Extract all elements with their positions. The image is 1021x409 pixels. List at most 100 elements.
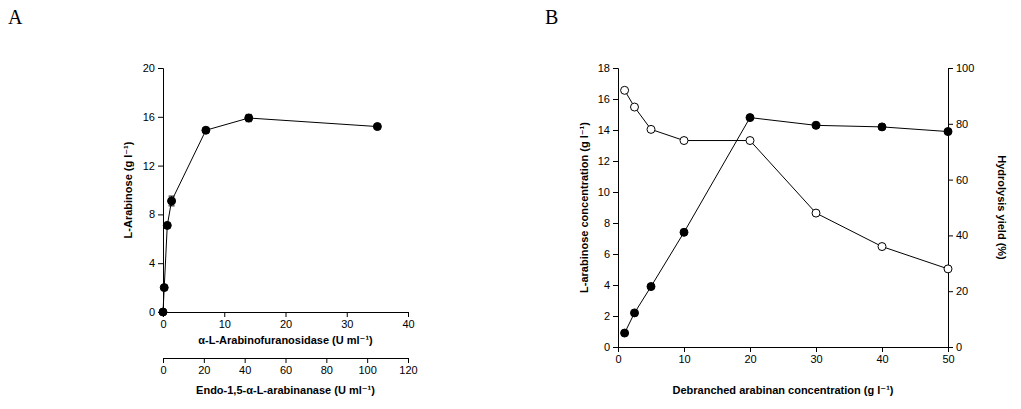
axis-title: L-arabinose concentration (g l⁻¹) xyxy=(578,122,590,293)
error-bar xyxy=(169,196,175,206)
tick: 40 xyxy=(876,347,888,365)
tick-mark xyxy=(948,291,953,292)
tick-mark xyxy=(684,347,685,352)
data-point xyxy=(373,123,381,131)
data-point xyxy=(168,197,176,205)
tick-label: 8 xyxy=(604,217,610,229)
axis-line xyxy=(949,69,954,348)
data-point xyxy=(621,86,629,94)
tick: 60 xyxy=(280,358,292,376)
tick-mark xyxy=(613,347,618,348)
tick: 4 xyxy=(149,257,163,269)
tick-label: 20 xyxy=(744,353,756,365)
tick: 18 xyxy=(598,62,618,74)
tick-label: 40 xyxy=(876,353,888,365)
data-point xyxy=(621,329,629,337)
tick: 6 xyxy=(604,248,618,260)
plot-area xyxy=(621,86,952,337)
tick: 4 xyxy=(604,279,618,291)
tick-label: 12 xyxy=(598,155,610,167)
data-point xyxy=(631,309,639,317)
tick-label: 120 xyxy=(399,364,417,376)
tick-label: 14 xyxy=(598,124,610,136)
tick: 20 xyxy=(744,347,756,365)
panel-label: A xyxy=(8,6,23,28)
tick: 30 xyxy=(341,312,353,330)
tick: 40 xyxy=(402,312,414,330)
tick: 20 xyxy=(143,62,163,74)
axis-title: Debranched arabinan concentration (g l⁻¹… xyxy=(673,384,894,396)
tick: 0 xyxy=(615,347,621,365)
tick: 40 xyxy=(948,229,968,241)
tick-mark xyxy=(613,161,618,162)
data-point xyxy=(680,228,688,236)
axis-title: Hydrolysis yield (%) xyxy=(996,155,1008,260)
tick-mark xyxy=(613,130,618,131)
axis-title: Endo-1,5-α-L-arabinanase (U ml⁻¹) xyxy=(196,384,375,396)
tick-label: 100 xyxy=(956,62,974,74)
data-point xyxy=(878,123,886,131)
tick-mark xyxy=(613,254,618,255)
tick-mark xyxy=(347,312,348,317)
axis-line xyxy=(158,69,164,313)
tick: 80 xyxy=(321,358,333,376)
tick-label: 40 xyxy=(239,364,251,376)
tick-label: 30 xyxy=(341,318,353,330)
tick-label: 60 xyxy=(280,364,292,376)
data-point xyxy=(647,283,655,291)
tick-label: 10 xyxy=(598,186,610,198)
data-point xyxy=(944,265,952,273)
tick: 10 xyxy=(678,347,690,365)
tick-mark xyxy=(613,68,618,69)
tick-mark xyxy=(948,235,953,236)
tick: 20 xyxy=(948,285,968,297)
tick: 16 xyxy=(598,93,618,105)
tick-mark xyxy=(224,312,225,317)
axis-line xyxy=(164,313,409,318)
tick: 120 xyxy=(399,358,417,376)
panel: B01020304050024681012141618020406080100H… xyxy=(545,6,1008,396)
tick-mark xyxy=(948,180,953,181)
tick-mark xyxy=(882,347,883,352)
tick: 2 xyxy=(604,310,618,322)
axis-line xyxy=(164,359,409,364)
data-point xyxy=(245,114,253,122)
data-line xyxy=(625,118,948,333)
axis: 01020304050 xyxy=(615,347,954,365)
tick-mark xyxy=(948,347,953,348)
error-bar-line xyxy=(169,196,175,197)
tick: 80 xyxy=(948,118,968,130)
tick-mark xyxy=(613,285,618,286)
axis-title: L-Arabinose (g l⁻¹) xyxy=(122,141,134,238)
tick: 8 xyxy=(604,217,618,229)
data-point xyxy=(631,103,639,111)
data-point xyxy=(746,137,754,145)
tick-label: 10 xyxy=(219,318,231,330)
data-point xyxy=(202,126,210,134)
tick: 0 xyxy=(160,358,166,376)
tick-label: 0 xyxy=(160,364,166,376)
tick-mark xyxy=(613,192,618,193)
tick-label: 4 xyxy=(604,279,610,291)
axis-line xyxy=(619,348,949,353)
tick-mark xyxy=(158,166,163,167)
tick-label: 12 xyxy=(143,160,155,172)
tick-label: 16 xyxy=(598,93,610,105)
tick-label: 20 xyxy=(280,318,292,330)
plot-area xyxy=(159,114,381,316)
tick: 8 xyxy=(149,208,163,220)
axis: 020406080100 xyxy=(948,62,974,353)
data-point xyxy=(159,308,167,316)
axis-line xyxy=(613,69,619,348)
tick-mark xyxy=(158,117,163,118)
tick-mark xyxy=(367,358,368,363)
tick: 100 xyxy=(948,62,974,74)
data-line xyxy=(163,118,377,312)
axis-title: α-L-Arabinofuranosidase (U ml⁻¹) xyxy=(198,334,373,346)
figure: A010203040048121620020406080100120Endo-1… xyxy=(0,0,1021,409)
tick-mark xyxy=(158,214,163,215)
tick-label: 50 xyxy=(942,353,954,365)
data-point xyxy=(944,128,952,136)
error-bar-line xyxy=(169,205,175,206)
tick-label: 0 xyxy=(615,353,621,365)
